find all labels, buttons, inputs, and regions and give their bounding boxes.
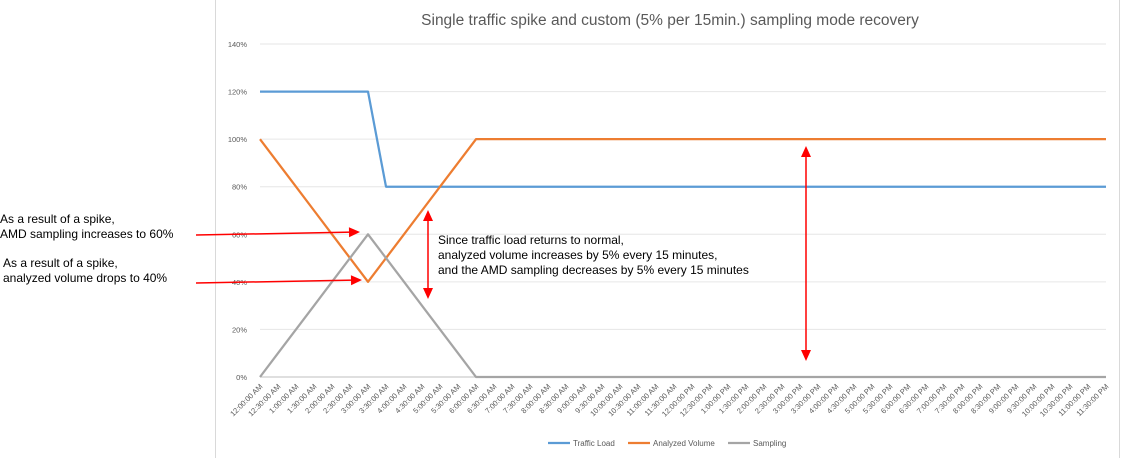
arrowhead <box>423 288 433 299</box>
y-tick-label: 140% <box>228 40 248 49</box>
chart-title: Single traffic spike and custom (5% per … <box>421 12 919 29</box>
y-tick-label: 80% <box>232 183 247 192</box>
legend-label: Traffic Load <box>573 439 615 448</box>
series-line-sampling <box>259 233 1106 379</box>
series-lines <box>259 90 1106 379</box>
arrow-shaft <box>195 279 354 284</box>
annotation-sampling-spike: As a result of a spike, AMD sampling inc… <box>0 212 173 242</box>
legend-item: Sampling <box>728 439 786 448</box>
legend-item: Analyzed Volume <box>628 439 715 448</box>
legend-label: Analyzed Volume <box>653 439 715 448</box>
legend-label: Sampling <box>753 439 786 448</box>
y-tick-label: 120% <box>228 88 248 97</box>
series-line-analyzed-volume <box>259 138 1106 283</box>
annotation-volume-drop: As a result of a spike, analyzed volume … <box>3 256 167 286</box>
annotation-recovery: Since traffic load returns to normal, an… <box>438 233 749 278</box>
arrow-shaft <box>195 231 352 236</box>
series-line-traffic-load <box>260 90 1106 188</box>
annotation-line: analyzed volume drops to 40% <box>3 271 168 285</box>
y-axis-ticks: 0%20%40%60%80%100%120%140% <box>228 40 248 382</box>
annotation-arrows <box>195 146 811 361</box>
y-tick-label: 100% <box>228 135 248 144</box>
arrowhead <box>801 350 811 361</box>
annotation-line: and the AMD sampling decreases by 5% eve… <box>438 263 749 277</box>
y-tick-label: 0% <box>236 373 247 382</box>
gridlines <box>260 43 1106 378</box>
annotation-line: analyzed volume increases by 5% every 15… <box>438 248 718 262</box>
arrowhead <box>350 275 362 286</box>
arrowhead <box>423 210 433 221</box>
annotation-line: As a result of a spike, <box>3 256 118 270</box>
legend: Traffic Load Analyzed Volume Sampling <box>548 439 786 448</box>
annotation-line: AMD sampling increases to 60% <box>0 227 174 241</box>
arrowhead <box>801 146 811 157</box>
legend-item: Traffic Load <box>548 439 615 448</box>
y-tick-label: 20% <box>232 325 247 334</box>
arrowhead <box>348 227 360 238</box>
annotation-line: Since traffic load returns to normal, <box>438 233 624 247</box>
chart-frame <box>215 0 1120 458</box>
annotation-line: As a result of a spike, <box>0 212 115 226</box>
